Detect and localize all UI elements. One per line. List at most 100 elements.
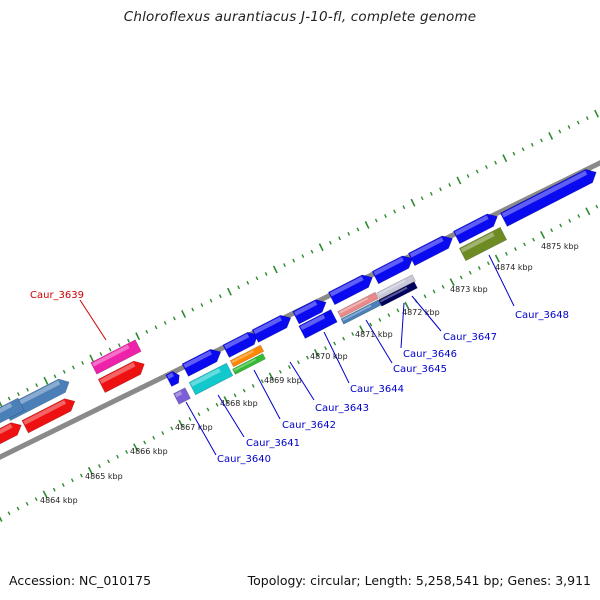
gene-label[interactable]: Caur_3648 xyxy=(515,310,569,321)
outer-tick xyxy=(502,154,508,163)
outer-tick xyxy=(209,298,213,303)
outer-tick xyxy=(328,240,332,245)
inner-tick xyxy=(251,383,255,388)
gene-blue-e[interactable] xyxy=(327,271,375,306)
inner-tick xyxy=(296,360,300,365)
gene-grey[interactable] xyxy=(376,274,416,300)
outer-tick xyxy=(0,401,3,407)
gene-caur-3642[interactable] xyxy=(232,353,266,375)
outer-tick xyxy=(264,271,268,276)
inner-tick xyxy=(79,473,83,478)
gene-steel-edge[interactable] xyxy=(0,397,25,427)
outer-tick xyxy=(154,325,158,330)
gene-caur-3641[interactable] xyxy=(188,362,234,396)
outer-tick xyxy=(558,129,562,134)
outer-tick xyxy=(117,343,121,348)
outer-tick xyxy=(456,176,462,185)
inner-tick xyxy=(170,426,174,431)
callout-line xyxy=(323,331,350,384)
outer-tick xyxy=(255,276,259,281)
inner-tick xyxy=(34,497,38,502)
inner-tick xyxy=(459,275,463,280)
gene-caur-3645-top[interactable] xyxy=(337,291,379,319)
callout-line xyxy=(289,361,315,401)
kbp-label: 4864 kbp xyxy=(40,496,78,505)
gene-caur-3640[interactable] xyxy=(173,387,191,405)
outer-tick xyxy=(292,258,296,263)
outer-tick xyxy=(410,198,416,207)
kbp-label: 4873 kbp xyxy=(450,285,488,294)
outer-tick xyxy=(374,218,378,223)
inner-tick xyxy=(52,487,56,492)
gene-label[interactable]: Caur_3644 xyxy=(350,384,404,395)
inner-tick xyxy=(313,348,320,357)
gene-caur-3645[interactable] xyxy=(340,299,382,325)
outer-tick xyxy=(576,120,580,125)
genome-summary: Topology: circular; Length: 5,258,541 bp… xyxy=(247,573,591,588)
inner-tick xyxy=(98,464,101,469)
callout-line xyxy=(400,302,405,349)
gene-label[interactable]: Caur_3641 xyxy=(246,438,300,449)
inner-tick xyxy=(378,317,382,322)
gene-label[interactable]: Caur_3643 xyxy=(315,403,369,414)
inner-tick xyxy=(42,490,48,499)
gene-label[interactable]: Caur_3647 xyxy=(443,332,497,343)
inner-tick xyxy=(206,407,210,412)
gene-caur-3648[interactable] xyxy=(458,226,508,262)
gene-blue-g[interactable] xyxy=(407,232,455,267)
gene-caur-3646[interactable] xyxy=(378,281,418,307)
inner-tick xyxy=(197,412,201,417)
inner-tick xyxy=(152,435,156,440)
gene-label[interactable]: Caur_3639 xyxy=(30,290,84,301)
inner-tick-ring xyxy=(0,204,599,522)
outer-tick xyxy=(585,116,589,121)
kbp-label: 4866 kbp xyxy=(130,447,168,456)
gene-blue-b[interactable] xyxy=(222,329,261,358)
gene-caur-3644[interactable] xyxy=(298,309,338,339)
inner-tick xyxy=(125,450,129,454)
inner-tick xyxy=(116,454,120,459)
inner-tick xyxy=(432,289,436,294)
outer-tick xyxy=(594,109,600,118)
gene-blue-c[interactable] xyxy=(251,312,294,343)
inner-tick xyxy=(107,459,110,464)
outer-tick xyxy=(108,347,112,352)
gene-label[interactable]: Caur_3642 xyxy=(282,420,336,431)
gene-blue-i[interactable] xyxy=(499,166,599,227)
outer-tick xyxy=(439,187,442,192)
gene-red-edge[interactable] xyxy=(0,419,25,446)
outer-tick xyxy=(475,169,479,174)
gene-blue-d[interactable] xyxy=(292,296,330,325)
gene-blue-a[interactable] xyxy=(181,346,224,377)
inner-tick xyxy=(423,294,427,299)
gene-red-left[interactable] xyxy=(21,395,78,434)
outer-tick xyxy=(7,396,11,401)
gene-blue-f[interactable] xyxy=(371,252,416,285)
outer-tick xyxy=(494,160,498,165)
callout-line xyxy=(488,254,515,307)
kbp-label: 4867 kbp xyxy=(175,423,213,432)
callout-line xyxy=(253,369,281,420)
inner-tick xyxy=(215,402,219,407)
gene-label[interactable]: Caur_3640 xyxy=(217,454,271,465)
outer-tick xyxy=(99,352,103,356)
inner-tick xyxy=(133,443,139,452)
kbp-label: 4872 kbp xyxy=(402,308,440,317)
outer-tick xyxy=(540,138,543,143)
gene-blue-h[interactable] xyxy=(452,210,500,245)
gene-label[interactable]: Caur_3646 xyxy=(403,349,457,360)
inner-tick xyxy=(404,301,410,310)
inner-tick xyxy=(523,242,526,247)
inner-tick xyxy=(178,419,184,428)
gene-orange[interactable] xyxy=(229,344,265,368)
outer-tick xyxy=(548,131,554,140)
gene-blue-small[interactable] xyxy=(165,369,183,387)
gene-label[interactable]: Caur_3645 xyxy=(393,364,447,375)
inner-tick xyxy=(342,336,346,341)
inner-tick xyxy=(7,511,11,516)
gene-red-3639b[interactable] xyxy=(97,357,148,394)
gene-caur-3639[interactable] xyxy=(90,339,142,375)
gene-features[interactable] xyxy=(0,166,600,446)
inner-tick xyxy=(268,372,274,381)
inner-tick xyxy=(0,516,3,522)
